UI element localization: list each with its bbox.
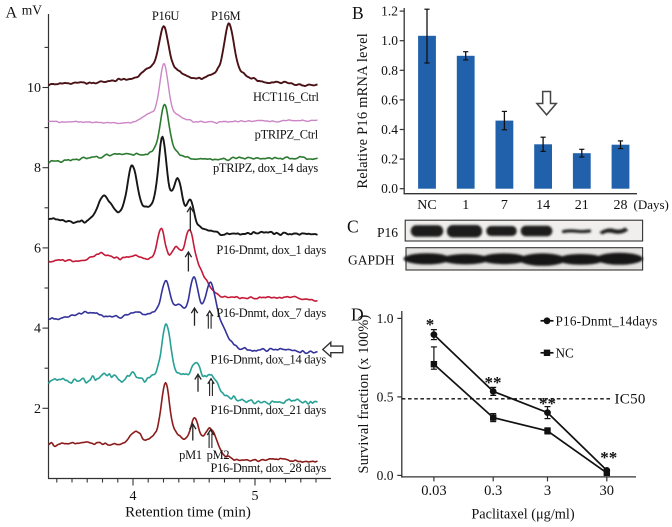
svg-text:0.6: 0.6: [381, 92, 398, 107]
svg-text:P16U: P16U: [152, 9, 180, 23]
svg-text:0.0: 0.0: [377, 468, 394, 483]
svg-text:0.8: 0.8: [381, 63, 398, 78]
svg-text:pTRIPZ, dox_14 days: pTRIPZ, dox_14 days: [213, 161, 318, 175]
svg-text:P16: P16: [377, 225, 398, 240]
svg-text:B: B: [352, 3, 364, 23]
svg-text:1: 1: [462, 198, 469, 213]
svg-text:10: 10: [27, 81, 41, 96]
svg-text:**: **: [600, 448, 617, 467]
svg-text:**: **: [539, 394, 556, 413]
svg-text:30: 30: [600, 483, 615, 499]
svg-text:NC: NC: [556, 345, 575, 360]
svg-text:0.4: 0.4: [381, 122, 398, 137]
svg-text:P16-Dnmt, dox_7 days: P16-Dnmt, dox_7 days: [216, 306, 326, 320]
svg-text:*: *: [426, 315, 435, 334]
svg-text:**: **: [485, 373, 502, 392]
svg-text:8: 8: [34, 161, 41, 176]
svg-text:P16-Dnmt_14days: P16-Dnmt_14days: [556, 313, 658, 328]
svg-text:6: 6: [34, 241, 41, 256]
svg-text:P16M: P16M: [211, 9, 241, 23]
svg-text:5: 5: [252, 489, 259, 504]
svg-text:D: D: [351, 305, 364, 325]
svg-text:21: 21: [575, 198, 589, 213]
svg-text:14: 14: [536, 198, 550, 213]
svg-text:0.3: 0.3: [484, 483, 502, 499]
svg-text:Retention time (min): Retention time (min): [125, 505, 251, 521]
svg-text:NC: NC: [417, 198, 436, 213]
svg-text:P16-Dnmt, dox_1 days: P16-Dnmt, dox_1 days: [216, 243, 326, 257]
svg-text:A: A: [6, 5, 18, 22]
svg-text:0.03: 0.03: [421, 483, 446, 499]
svg-text:Survival fraction (x 100%): Survival fraction (x 100%): [356, 315, 372, 474]
svg-text:Relative P16 mRNA level: Relative P16 mRNA level: [355, 33, 371, 189]
svg-text:HCT116_Ctrl: HCT116_Ctrl: [253, 90, 319, 104]
svg-text:P16-Dnmt, dox_21 days: P16-Dnmt, dox_21 days: [210, 403, 326, 417]
svg-text:4: 4: [34, 322, 41, 337]
svg-text:(Days): (Days): [634, 197, 669, 212]
svg-text:3: 3: [544, 483, 551, 499]
svg-text:7: 7: [501, 198, 508, 213]
svg-text:pTRIPZ_Ctrl: pTRIPZ_Ctrl: [255, 128, 319, 142]
svg-text:GAPDH: GAPDH: [348, 253, 395, 268]
svg-text:IC50: IC50: [615, 392, 646, 408]
svg-text:0.2: 0.2: [381, 152, 398, 167]
svg-text:pM1: pM1: [179, 448, 202, 462]
svg-text:Paclitaxel (μg/ml): Paclitaxel (μg/ml): [471, 507, 575, 523]
svg-text:P16-Dnmt, dox_14 days: P16-Dnmt, dox_14 days: [210, 352, 326, 366]
svg-text:28: 28: [614, 198, 628, 213]
svg-text:1.2: 1.2: [381, 4, 398, 19]
svg-text:0.5: 0.5: [377, 389, 394, 404]
svg-text:2: 2: [34, 402, 41, 417]
svg-text:C: C: [347, 216, 359, 236]
svg-text:1.0: 1.0: [377, 311, 394, 326]
svg-text:pM2: pM2: [207, 448, 230, 462]
svg-text:1.0: 1.0: [381, 33, 398, 48]
svg-text:0.0: 0.0: [381, 181, 398, 196]
svg-text:4: 4: [130, 489, 137, 504]
svg-text:mV: mV: [22, 3, 43, 18]
svg-text:P16-Dnmt, dox_28 days: P16-Dnmt, dox_28 days: [210, 461, 326, 475]
